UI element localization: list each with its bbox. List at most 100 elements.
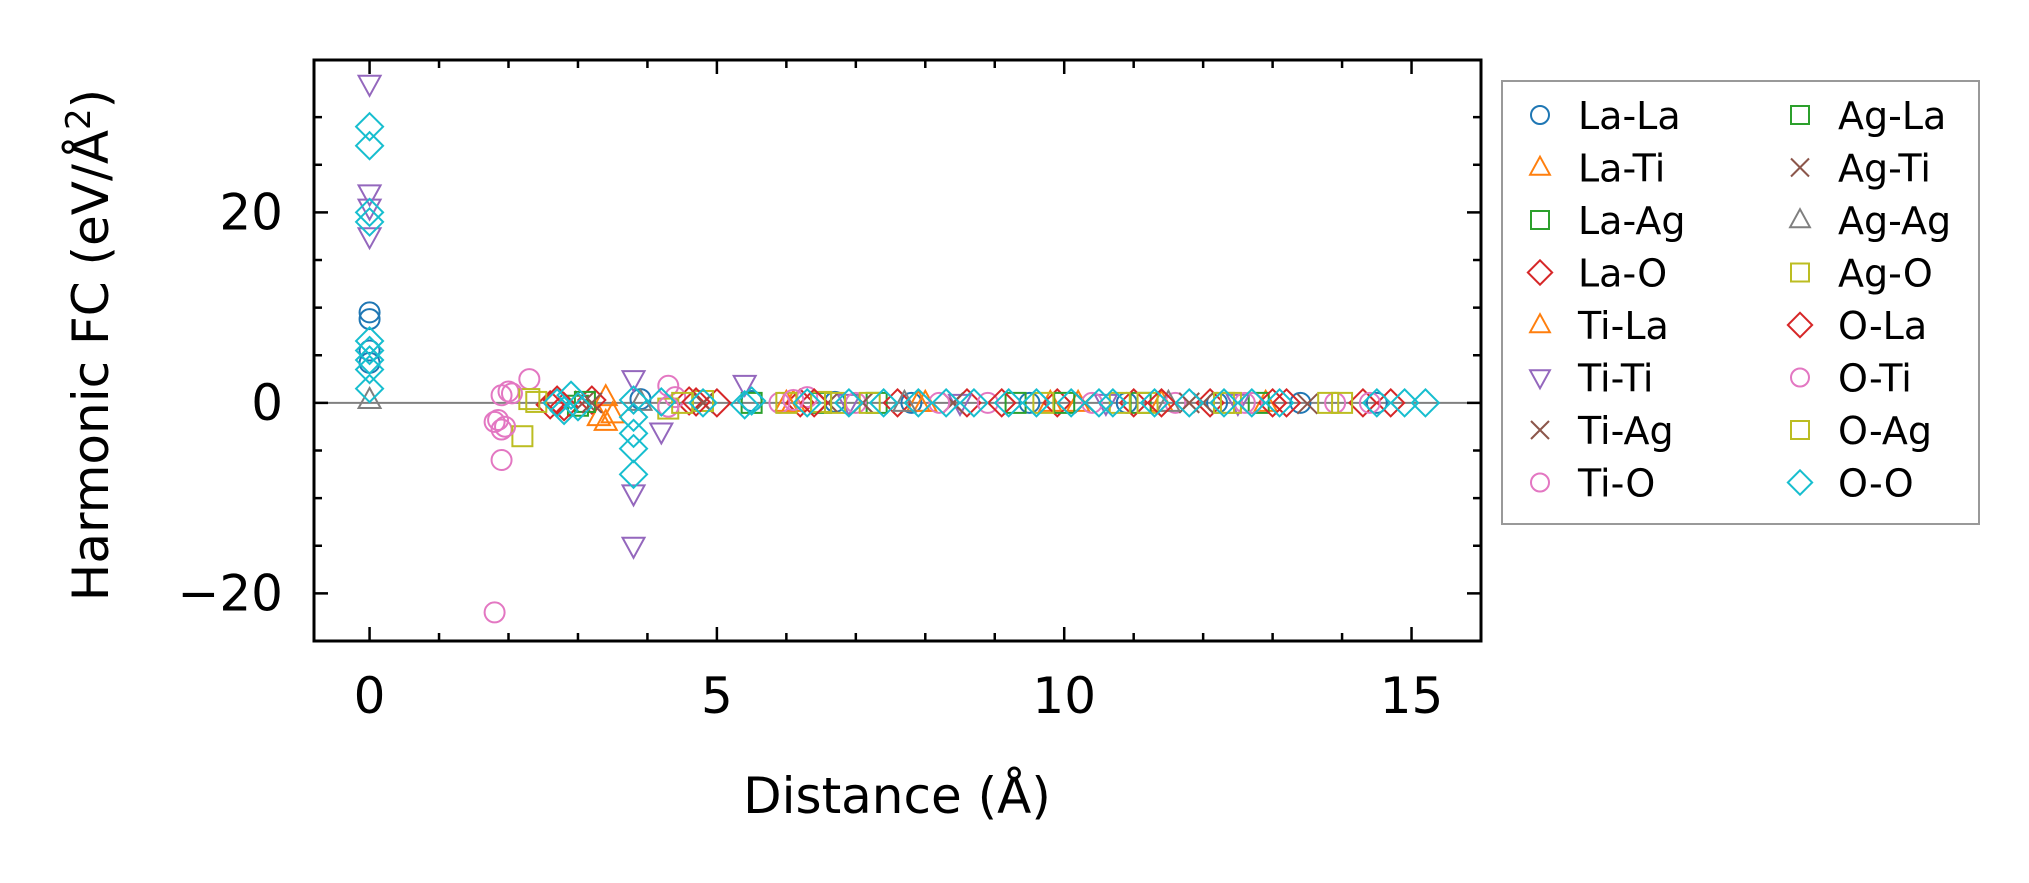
legend-marker (1790, 157, 1810, 178)
legend-label: Ti-La (1577, 304, 1669, 348)
legend-item: Ag-O (1790, 252, 1933, 296)
legend-marker (1530, 210, 1550, 230)
data-point (1389, 387, 1420, 418)
legend-label: Ag-La (1838, 94, 1946, 138)
data-point (1347, 387, 1378, 418)
data-point (900, 391, 923, 414)
data-point (736, 386, 767, 416)
data-point (563, 391, 593, 422)
data-point (648, 422, 675, 446)
data-point (740, 391, 763, 414)
legend-label: Ti-Ti (1577, 357, 1653, 401)
legend-label: O-Ti (1838, 357, 1912, 401)
data-point (1081, 391, 1103, 414)
data-point (993, 387, 1024, 418)
data-point (600, 400, 626, 424)
data-point (1410, 387, 1441, 418)
legend-label: Ag-Ag (1838, 199, 1951, 243)
data-point (1271, 387, 1302, 418)
data-point (891, 388, 918, 412)
legend-item: Ti-O (1530, 462, 1655, 506)
legend-marker (1530, 420, 1550, 440)
data-point (1174, 387, 1205, 418)
data-point (518, 368, 541, 391)
data-point (620, 370, 647, 394)
data-point (1136, 391, 1159, 414)
legend-marker (1790, 420, 1810, 440)
data-point (490, 384, 513, 407)
y-tick-label: 0 (251, 374, 283, 432)
data-point (483, 601, 506, 624)
data-point (354, 354, 385, 385)
data-point (1118, 387, 1149, 418)
legend-marker (1790, 262, 1810, 283)
series-o-ti (487, 382, 1381, 438)
data-point (1240, 391, 1263, 414)
data-point (1212, 391, 1235, 414)
x-tick-label: 5 (701, 667, 733, 725)
data-point (354, 111, 385, 142)
data-point (671, 391, 694, 414)
data-point (620, 484, 647, 508)
data-point (931, 387, 962, 418)
data-point (976, 391, 999, 414)
data-point (1317, 391, 1340, 414)
data-point (358, 301, 381, 324)
data-point (986, 387, 1017, 418)
data-point (1358, 391, 1381, 414)
data-point (511, 425, 534, 448)
data-point (1247, 391, 1270, 414)
series-ti-ti (356, 74, 1251, 560)
x-axis-label: Distance (Å) (743, 767, 1051, 825)
data-point (1108, 391, 1131, 414)
data-point (1004, 391, 1027, 414)
data-point (618, 402, 649, 433)
data-point (833, 387, 864, 418)
legend-item: O-Ag (1790, 409, 1932, 453)
data-point (354, 207, 385, 237)
data-point (549, 391, 579, 422)
legend-marker (1786, 468, 1814, 497)
data-point (581, 392, 603, 414)
legend-item: Ag-Ag (1788, 199, 1951, 243)
data-point (356, 74, 383, 98)
data-point (688, 387, 718, 418)
data-point (500, 382, 523, 405)
data-point (542, 385, 573, 415)
data-point (354, 197, 385, 228)
data-point (618, 385, 649, 415)
y-tick-label: −20 (177, 564, 283, 622)
legend-item: La-La (1530, 94, 1681, 138)
data-point (356, 184, 383, 208)
legend-item: Ag-La (1790, 94, 1946, 138)
y-axis-label-superscript: 2 (59, 108, 99, 130)
data-point (1195, 387, 1226, 418)
legend-label: Ag-Ti (1838, 147, 1931, 191)
legend-marker (1528, 369, 1552, 391)
x-tick-label: 15 (1380, 667, 1444, 725)
data-point (1018, 391, 1041, 414)
data-point (525, 390, 548, 413)
data-point (868, 387, 899, 418)
series-o-o (354, 111, 1441, 490)
data-point (356, 227, 383, 251)
legend-marker (1528, 312, 1552, 334)
legend-label: Ti-O (1577, 462, 1655, 506)
legend-label: La-O (1578, 252, 1667, 296)
data-point (483, 410, 506, 433)
data-point (799, 387, 830, 418)
series-la-la (358, 301, 1388, 414)
data-point (1146, 387, 1177, 418)
data-point (1236, 387, 1267, 418)
legend-item: La-Ag (1530, 199, 1685, 243)
data-point (354, 345, 385, 375)
legend-marker (1526, 258, 1554, 287)
legend-marker (1786, 311, 1814, 339)
legend-item: Ti-La (1528, 304, 1669, 348)
data-point (792, 387, 823, 418)
data-point (882, 387, 913, 418)
data-point (1375, 387, 1406, 418)
data-point (681, 387, 711, 417)
legend-label: La-Ag (1578, 199, 1685, 243)
